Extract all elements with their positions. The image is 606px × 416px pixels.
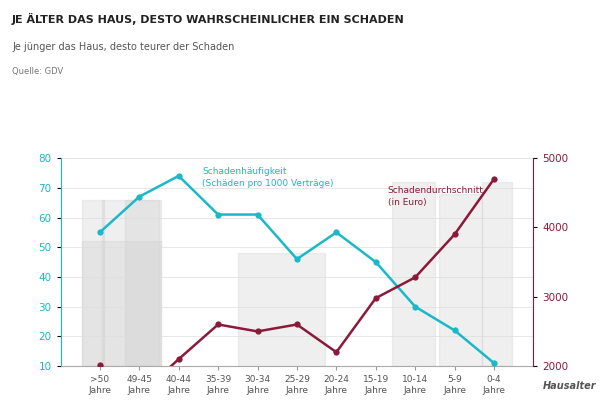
Bar bbox=[482, 182, 512, 366]
Text: Je jünger das Haus, desto teurer der Schaden: Je jünger das Haus, desto teurer der Sch… bbox=[12, 42, 235, 52]
Bar bbox=[82, 241, 161, 366]
Bar bbox=[439, 194, 482, 366]
Text: Hausalter: Hausalter bbox=[542, 381, 596, 391]
Text: JE ÄLTER DAS HAUS, DESTO WAHRSCHEINLICHER EIN SCHADEN: JE ÄLTER DAS HAUS, DESTO WAHRSCHEINLICHE… bbox=[12, 12, 405, 25]
Bar bbox=[238, 253, 325, 366]
Text: Schadenhäufigkeit
(Schäden pro 1000 Verträge): Schadenhäufigkeit (Schäden pro 1000 Vert… bbox=[202, 167, 334, 188]
Bar bbox=[125, 200, 159, 366]
Bar bbox=[102, 200, 161, 366]
Text: Quelle: GDV: Quelle: GDV bbox=[12, 67, 64, 76]
Text: Schadendurchschnitt
(in Euro): Schadendurchschnitt (in Euro) bbox=[388, 186, 484, 207]
Bar bbox=[82, 200, 104, 366]
Bar bbox=[391, 182, 435, 366]
